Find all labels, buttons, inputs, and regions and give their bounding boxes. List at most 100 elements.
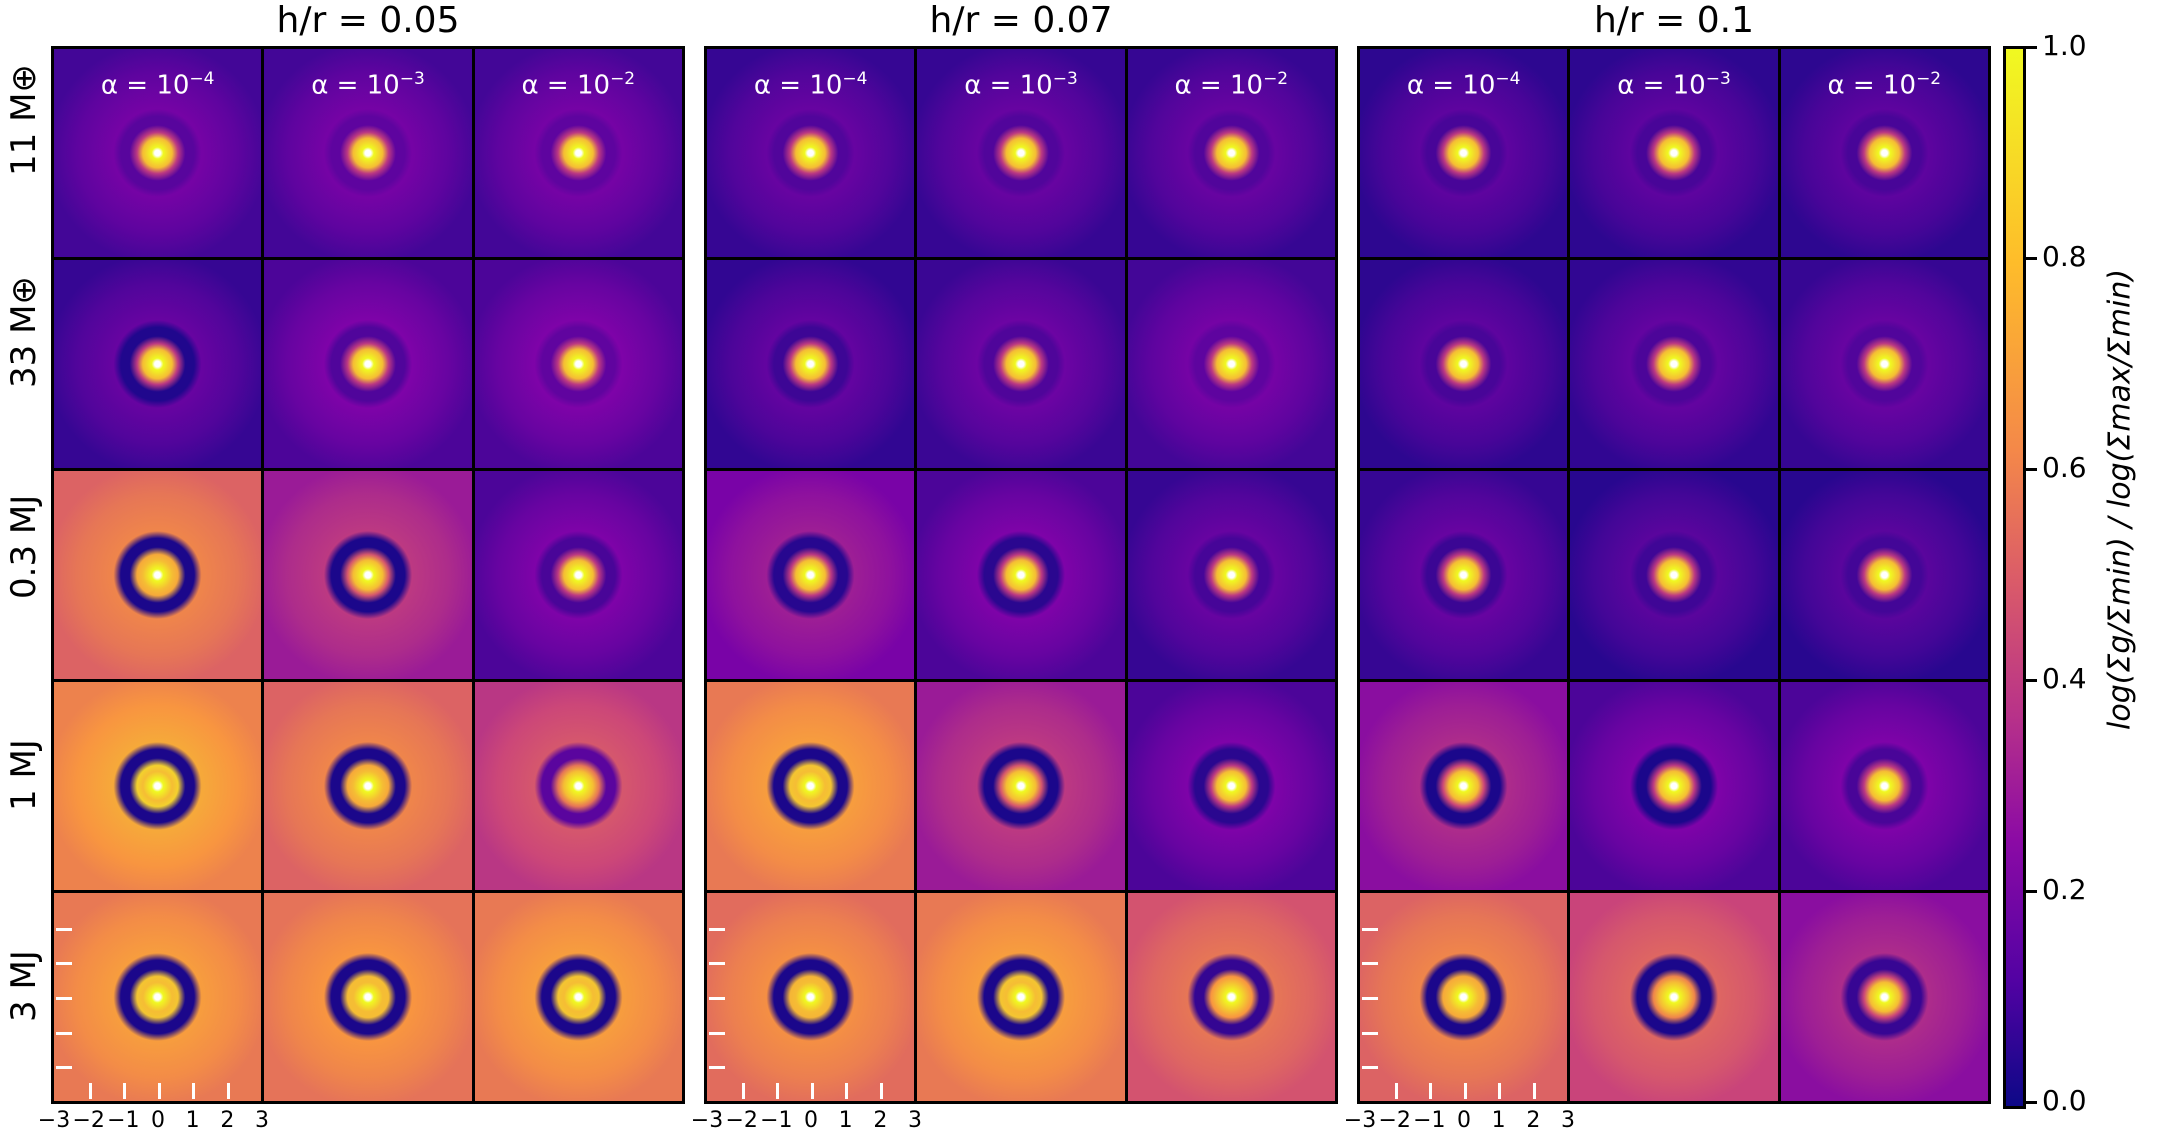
y-tick-mark (1362, 996, 1378, 1000)
density-panel (917, 682, 1125, 890)
alpha-base: α = 10 (311, 70, 400, 101)
x-tick-label: 0 (151, 1108, 165, 1133)
x-tick-label: −3 (37, 1108, 71, 1133)
row-label: 1 MJ (4, 738, 44, 811)
density-panel (1360, 471, 1568, 679)
alpha-base: α = 10 (1174, 70, 1264, 101)
colorbar-tick-label: 0.8 (2042, 240, 2087, 273)
density-panel (54, 893, 262, 1101)
x-tick-label: −1 (107, 1108, 140, 1133)
density-panel (264, 471, 472, 679)
alpha-base: α = 10 (964, 70, 1053, 101)
x-tick-label: 2 (1526, 1108, 1541, 1133)
alpha-exponent: −3 (1052, 69, 1078, 89)
density-panel (1570, 471, 1778, 679)
x-tick-mark (157, 1083, 161, 1099)
x-tick-mark (776, 1083, 780, 1099)
colorbar-tick (2023, 890, 2037, 893)
x-tick-mark (1532, 1083, 1536, 1099)
x-tick-mark (879, 1083, 883, 1099)
y-tick-mark (56, 927, 72, 931)
row-label: 33 M⊕ (4, 275, 44, 388)
density-panel (1780, 682, 1988, 890)
alpha-base: α = 10 (1406, 70, 1496, 101)
alpha-exponent: −3 (1705, 69, 1731, 89)
alpha-exponent: −2 (1916, 69, 1942, 89)
alpha-label: α = 10−3 (264, 69, 471, 101)
x-tick-label: 3 (908, 1108, 922, 1133)
alpha-label: α = 10−2 (1128, 69, 1335, 101)
x-tick-label: −2 (72, 1108, 105, 1133)
alpha-exponent: −2 (610, 69, 636, 89)
alpha-label: α = 10−2 (1781, 69, 1988, 101)
y-tick-mark (56, 1066, 72, 1070)
colorbar-tick-label: 1.0 (2042, 29, 2087, 62)
x-tick-label: −1 (760, 1108, 793, 1133)
x-tick-mark (192, 1083, 196, 1099)
density-panel (707, 682, 915, 890)
row-label: 3 MJ (4, 950, 44, 1023)
x-tick-label: 0 (1457, 1108, 1471, 1133)
panel-group: α = 10−4 α = 10−3 α = 10−2 (51, 46, 685, 1104)
density-panel (707, 471, 915, 679)
y-tick-mark (56, 996, 72, 1000)
group-title: h/r = 0.1 (1593, 0, 1755, 41)
density-panel (264, 260, 472, 468)
alpha-base: α = 10 (1617, 70, 1706, 101)
y-tick-mark (56, 962, 72, 966)
density-panel (54, 260, 262, 468)
panel-group: α = 10−4 α = 10−3 α = 10−2 (704, 46, 1338, 1104)
colorbar-tick-label: 0.4 (2042, 662, 2087, 695)
density-panel (1127, 893, 1335, 1101)
alpha-base: α = 10 (100, 70, 190, 101)
alpha-exponent: −4 (1495, 69, 1521, 89)
density-panel (474, 893, 682, 1101)
y-tick-mark (1362, 1066, 1378, 1070)
alpha-label: α = 10−3 (917, 69, 1124, 101)
row-label: 0.3 MJ (4, 494, 44, 600)
density-panel (1360, 682, 1568, 890)
alpha-base: α = 10 (1827, 70, 1917, 101)
x-tick-label: −3 (1343, 1108, 1377, 1133)
colorbar-tick (2023, 257, 2037, 260)
x-tick-mark (88, 1083, 92, 1099)
colorbar-tick-label: 0.0 (2042, 1084, 2087, 1117)
density-panel: α = 10−3 (264, 49, 472, 257)
y-tick-mark (1362, 1031, 1378, 1035)
panel-group: α = 10−4 α = 10−3 α = 10−2 (1357, 46, 1991, 1104)
alpha-exponent: −2 (1263, 69, 1289, 89)
density-panel (1360, 893, 1568, 1101)
x-tick-label: −3 (690, 1108, 724, 1133)
density-panel (917, 471, 1125, 679)
alpha-label: α = 10−4 (707, 69, 914, 101)
x-tick-mark (123, 1083, 127, 1099)
alpha-exponent: −4 (842, 69, 868, 89)
density-panel (1780, 260, 1988, 468)
density-panel (474, 471, 682, 679)
x-tick-label: 2 (873, 1108, 888, 1133)
density-panel (54, 682, 262, 890)
x-tick-mark (1463, 1083, 1467, 1099)
density-panel (1127, 260, 1335, 468)
density-panel: α = 10−3 (917, 49, 1125, 257)
density-panel: α = 10−4 (707, 49, 915, 257)
density-panel (264, 682, 472, 890)
x-tick-label: 1 (185, 1108, 200, 1133)
density-panel (1360, 260, 1568, 468)
colorbar-label: log(Σg/Σmin) / log(Σmax/Σmin) (2102, 268, 2138, 730)
density-panel: α = 10−4 (54, 49, 262, 257)
colorbar-tick (2023, 46, 2037, 49)
y-tick-mark (709, 927, 725, 931)
colorbar-tick (2023, 679, 2037, 682)
density-panel (1780, 893, 1988, 1101)
density-panel (707, 893, 915, 1101)
density-panel (474, 682, 682, 890)
x-tick-label: 3 (1561, 1108, 1575, 1133)
density-panel: α = 10−2 (474, 49, 682, 257)
x-tick-mark (1429, 1083, 1433, 1099)
group-title: h/r = 0.07 (929, 0, 1113, 41)
x-tick-label: −2 (1378, 1108, 1411, 1133)
x-tick-label: 3 (255, 1108, 269, 1133)
density-panel: α = 10−3 (1570, 49, 1778, 257)
density-panel (1127, 682, 1335, 890)
